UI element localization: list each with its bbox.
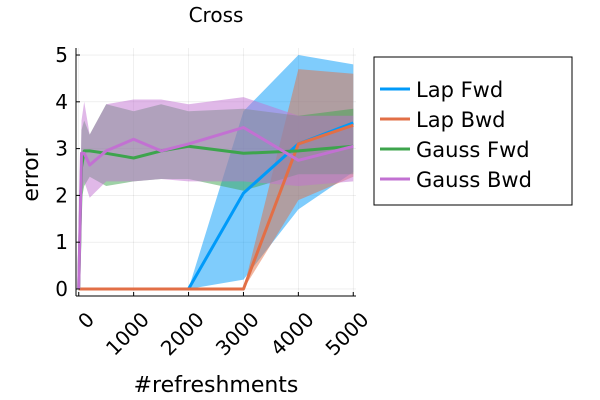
y-tick-labels: 0 1 2 3 4 5 — [55, 43, 68, 301]
legend-label: Lap Bwd — [416, 108, 506, 132]
chart-title: Cross — [189, 3, 244, 27]
x-tick-label: 5000 — [321, 307, 374, 360]
y-tick-label: 1 — [55, 230, 68, 254]
x-tick-label: 2000 — [156, 307, 209, 360]
x-tick-label: 4000 — [266, 307, 319, 360]
axes — [75, 48, 356, 297]
line-lap-bwd — [78, 123, 354, 291]
x-tick-label: 1000 — [101, 307, 154, 360]
legend: Lap Fwd Lap Bwd Gauss Fwd Gauss Bwd — [373, 56, 573, 206]
y-axis-label: error — [19, 147, 44, 201]
x-tick-label: 0 — [73, 307, 99, 333]
line-gauss-bwd — [77, 126, 354, 290]
legend-label: Gauss Bwd — [416, 168, 532, 192]
y-tick-label: 2 — [55, 183, 68, 207]
line-gauss-fwd — [77, 144, 354, 290]
y-tick-label: 3 — [55, 137, 68, 161]
y-tick-label: 4 — [55, 90, 68, 114]
y-tick-label: 5 — [55, 43, 68, 67]
x-axis-label: #refreshments — [134, 373, 299, 398]
confidence-bands — [78, 55, 354, 289]
legend-label: Gauss Fwd — [416, 138, 530, 162]
legend-label: Lap Fwd — [416, 78, 503, 102]
x-tick-label: 3000 — [211, 307, 264, 360]
x-tick-labels: 0 1000 2000 3000 4000 5000 — [73, 307, 373, 360]
y-tick-label: 0 — [55, 277, 68, 301]
series-lines — [77, 121, 354, 291]
